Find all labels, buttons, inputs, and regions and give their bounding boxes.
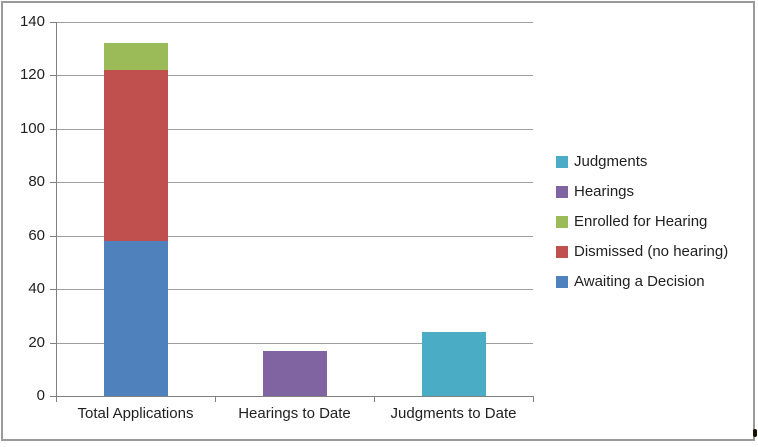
y-axis-tick-label: 120 xyxy=(19,66,45,83)
legend: Judgments Hearings Enrolled for Hearing Dis… xyxy=(556,147,728,297)
y-axis-tick xyxy=(50,236,56,237)
bar-segment-judgments[interactable] xyxy=(422,332,486,396)
gridline xyxy=(56,22,533,23)
x-axis-category-label: Hearings to Date xyxy=(238,405,351,422)
legend-item-judgments[interactable]: Judgments xyxy=(556,147,728,177)
gridline xyxy=(56,182,533,183)
x-axis xyxy=(56,396,534,397)
legend-item-dismissed-no-hearing[interactable]: Dismissed (no hearing) xyxy=(556,237,728,267)
legend-swatch-icon xyxy=(556,216,568,228)
gridline xyxy=(56,236,533,237)
x-axis-tick xyxy=(215,396,216,402)
gridline xyxy=(56,343,533,344)
x-axis-category-label: Total Applications xyxy=(77,405,194,422)
legend-item-enrolled-for-hearing[interactable]: Enrolled for Hearing xyxy=(556,207,728,237)
y-axis-tick xyxy=(50,289,56,290)
legend-swatch-icon xyxy=(556,246,568,258)
gridline xyxy=(56,75,533,76)
y-axis-tick-label: 40 xyxy=(28,280,45,297)
legend-label: Hearings xyxy=(574,183,635,200)
y-axis-tick-label: 0 xyxy=(36,387,45,404)
y-axis-tick-label: 60 xyxy=(28,227,45,244)
legend-label: Judgments xyxy=(574,153,648,170)
legend-label: Awaiting a Decision xyxy=(574,273,705,290)
legend-swatch-icon xyxy=(556,156,568,168)
gridline xyxy=(56,289,533,290)
y-axis xyxy=(56,22,57,402)
y-axis-tick-label: 80 xyxy=(28,173,45,190)
y-axis-tick-label: 20 xyxy=(28,334,45,351)
legend-label: Enrolled for Hearing xyxy=(574,213,708,230)
corner-mark xyxy=(753,429,757,437)
y-axis-tick xyxy=(50,129,56,130)
y-axis-tick xyxy=(50,182,56,183)
y-axis-tick xyxy=(50,396,56,397)
chart-border xyxy=(1,1,755,441)
legend-swatch-icon xyxy=(556,186,568,198)
legend-label: Dismissed (no hearing) xyxy=(574,243,729,260)
x-axis-tick xyxy=(374,396,375,402)
bar-segment-enrolled-for-hearing[interactable] xyxy=(104,43,168,70)
y-axis-tick xyxy=(50,75,56,76)
bar-segment-awaiting-a-decision[interactable] xyxy=(104,241,168,396)
y-axis-tick-label: 100 xyxy=(19,120,45,137)
gridline xyxy=(56,129,533,130)
legend-swatch-icon xyxy=(556,276,568,288)
x-axis-tick xyxy=(533,396,534,402)
y-axis-tick-label: 140 xyxy=(19,13,45,30)
y-axis-tick xyxy=(50,343,56,344)
bar-segment-hearings[interactable] xyxy=(263,351,327,396)
legend-item-awaiting-a-decision[interactable]: Awaiting a Decision xyxy=(556,267,728,297)
x-axis-category-label: Judgments to Date xyxy=(390,405,517,422)
bar-segment-dismissed-no-hearing[interactable] xyxy=(104,70,168,241)
legend-item-hearings[interactable]: Hearings xyxy=(556,177,728,207)
y-axis-tick xyxy=(50,22,56,23)
